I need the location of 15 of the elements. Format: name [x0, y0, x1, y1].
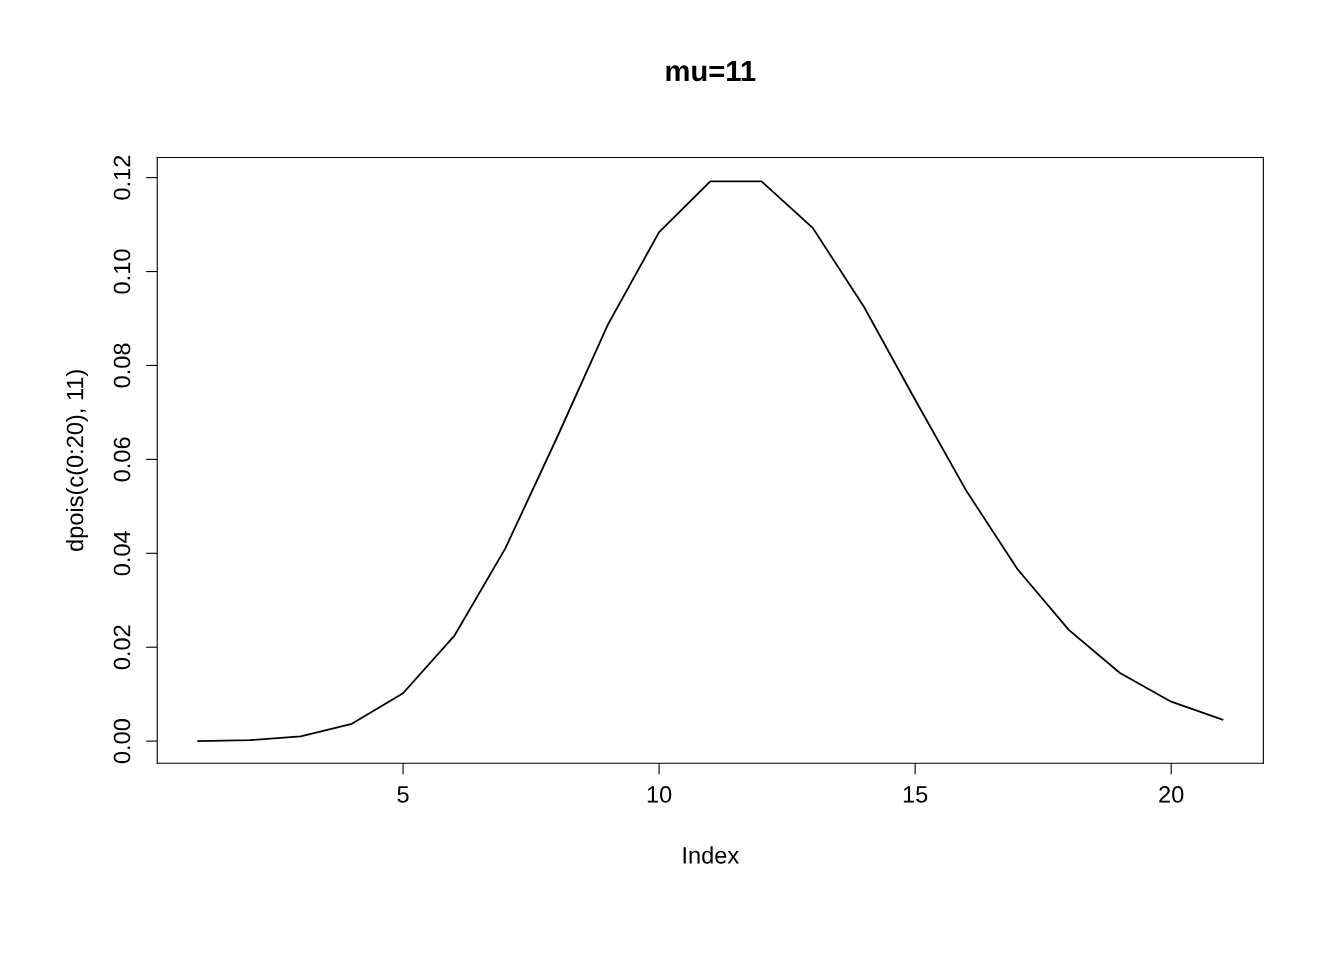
y-tick-label: 0.04 — [113, 531, 131, 576]
y-tick-label: 0.10 — [113, 249, 131, 294]
x-tick-label: 15 — [903, 786, 928, 803]
y-tick-label: 0.12 — [113, 155, 131, 200]
x-tick-label: 5 — [397, 786, 409, 803]
y-tick-label: 0.08 — [113, 343, 131, 388]
x-axis-title: Index — [683, 846, 739, 864]
chart-title: mu=11 — [666, 60, 756, 82]
y-tick-label: 0.06 — [113, 437, 131, 482]
x-tick-label: 10 — [647, 786, 672, 803]
x-tick-label: 20 — [1159, 786, 1184, 803]
line-series — [197, 180, 1224, 743]
y-axis-title: dpois(c(0:20), 11) — [66, 370, 89, 551]
y-tick-label: 0.00 — [113, 719, 131, 764]
y-tick-label: 0.02 — [113, 625, 131, 670]
